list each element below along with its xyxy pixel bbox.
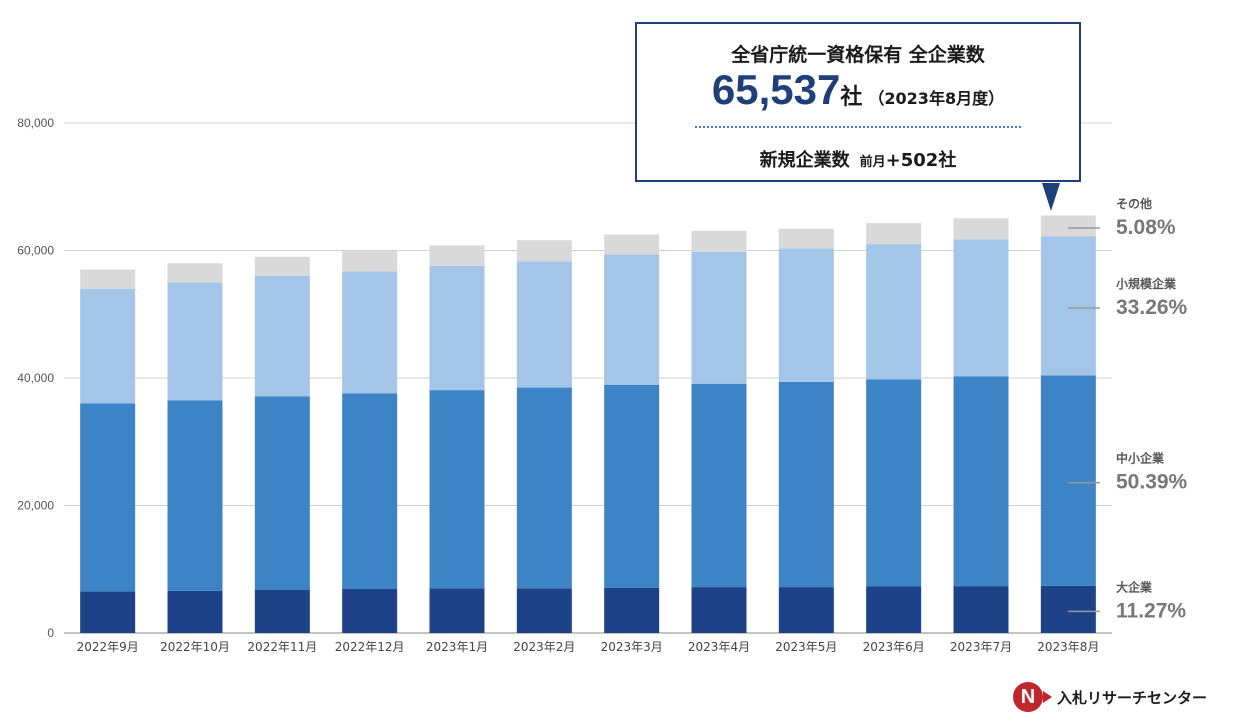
bar-segment	[429, 390, 485, 589]
share-percentage: 33.26%	[1116, 296, 1188, 319]
bar-segment	[429, 588, 485, 633]
bar-segment	[516, 588, 572, 633]
bar-segment	[778, 587, 834, 633]
bar-segment	[691, 230, 747, 252]
bar-segment	[778, 248, 834, 382]
bar-segment	[953, 239, 1009, 377]
bars	[80, 215, 1096, 633]
logo-icon: N	[1013, 682, 1052, 712]
total-unit: 社	[840, 85, 863, 110]
y-tick-label: 0	[47, 626, 54, 640]
new-companies-value: +502社	[885, 150, 957, 171]
logo-arrow-icon	[1043, 691, 1052, 703]
bar-segment	[1040, 215, 1096, 237]
share-percentage: 11.27%	[1116, 599, 1186, 622]
bar-segment	[516, 387, 572, 589]
x-tick-label: 2022年10月	[160, 640, 230, 654]
bar-segment	[167, 400, 223, 591]
summary-callout: 全省庁統一資格保有 全企業数 65,537社 （2023年8月度） 新規企業数 前月…	[635, 22, 1081, 182]
bar-segment	[953, 218, 1009, 240]
bar-segment	[254, 276, 310, 397]
x-tick-label: 2022年11月	[247, 640, 317, 654]
bar-segment	[691, 587, 747, 633]
share-percentage: 50.39%	[1116, 471, 1188, 494]
summary-total-row: 65,537社 （2023年8月度）	[637, 66, 1079, 114]
bar-segment	[604, 234, 660, 255]
bar-segment	[953, 586, 1009, 633]
callout-pointer	[1042, 183, 1060, 211]
share-series-name: 小規模企業	[1116, 276, 1177, 291]
bar-segment	[167, 263, 223, 283]
bar-segment	[429, 265, 485, 391]
bar-segment	[691, 251, 747, 384]
bar-segment	[80, 403, 136, 592]
bar-segment	[604, 254, 660, 386]
bar-segment	[604, 587, 660, 633]
bar-segment	[80, 269, 136, 289]
bar-segment	[1040, 375, 1096, 586]
share-labels: 大企業 11.27% 中小企業 50.39% 小規模企業 33.26% その他 5.08%	[1068, 196, 1188, 622]
x-axis: 2022年9月 2022年10月 2022年11月 2022年12月 2023年1月 20…	[77, 640, 1100, 654]
x-tick-label: 2023年7月	[950, 640, 1012, 654]
share-series-name: 中小企業	[1116, 451, 1165, 466]
bar-segment	[254, 396, 310, 590]
x-tick-label: 2022年9月	[77, 640, 139, 654]
brand-name: 入札リサーチセンター	[1057, 688, 1208, 707]
bar-segment	[604, 385, 660, 588]
x-tick-label: 2023年8月	[1037, 640, 1099, 654]
bar-segment	[167, 590, 223, 633]
x-tick-label: 2023年6月	[863, 640, 925, 654]
bar-segment	[866, 244, 922, 380]
bar-segment	[778, 381, 834, 588]
y-tick-label: 60,000	[17, 244, 54, 258]
bar-segment	[516, 240, 572, 262]
bar-segment	[167, 282, 223, 401]
new-companies-note: 前月	[859, 155, 886, 170]
summary-divider	[695, 126, 1021, 128]
bar-segment	[866, 586, 922, 633]
bar-segment	[691, 383, 747, 588]
y-tick-label: 20,000	[17, 499, 54, 513]
summary-title: 全省庁統一資格保有 全企業数	[731, 44, 985, 66]
x-tick-label: 2023年2月	[513, 640, 575, 654]
new-companies-label: 新規企業数	[759, 150, 850, 171]
share-percentage: 5.08%	[1116, 216, 1176, 239]
brand-logo[interactable]: N 入札リサーチセンター	[1013, 681, 1207, 713]
y-axis: 0 20,000 40,000 60,000 80,000	[17, 116, 54, 640]
bar-segment	[516, 261, 572, 388]
bar-segment	[342, 393, 398, 590]
x-tick-label: 2023年4月	[688, 640, 750, 654]
bar-segment	[1040, 236, 1096, 376]
x-tick-label: 2023年3月	[601, 640, 663, 654]
share-series-name: その他	[1116, 196, 1152, 211]
summary-period: （2023年8月度）	[868, 89, 1005, 108]
y-tick-label: 40,000	[17, 371, 54, 385]
bar-segment	[254, 589, 310, 633]
bar-segment	[80, 288, 136, 404]
bar-segment	[1040, 585, 1096, 633]
bar-segment	[866, 223, 922, 245]
share-series-name: 大企業	[1116, 579, 1153, 594]
x-tick-label: 2022年12月	[335, 640, 405, 654]
new-companies-row: 新規企業数 前月+502社	[637, 146, 1079, 172]
total-companies-value: 65,537	[711, 66, 841, 113]
x-tick-label: 2023年5月	[775, 640, 837, 654]
x-tick-label: 2023年1月	[426, 640, 488, 654]
bar-segment	[429, 245, 485, 266]
bar-segment	[953, 376, 1009, 587]
logo-letter: N	[1020, 685, 1036, 708]
bar-segment	[80, 591, 136, 633]
bar-segment	[342, 271, 398, 394]
bar-segment	[342, 589, 398, 633]
bar-segment	[778, 228, 834, 249]
bar-segment	[254, 256, 310, 276]
bar-segment	[866, 379, 922, 587]
y-tick-label: 80,000	[17, 116, 54, 130]
bar-segment	[342, 251, 398, 272]
